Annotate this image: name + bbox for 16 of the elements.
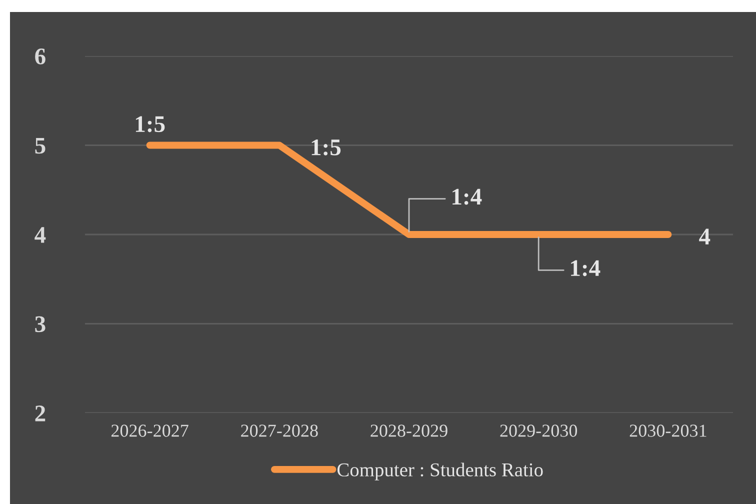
- legend-label: Computer : Students Ratio: [337, 462, 543, 480]
- y-tick-label: 2: [35, 406, 46, 422]
- x-tick-label: 2030-2031: [630, 424, 706, 437]
- x-tick-label: 2028-2029: [370, 424, 448, 437]
- x-tick-label: 2029-2030: [500, 424, 578, 437]
- y-tick-label: 3: [35, 316, 46, 332]
- y-tick-label: 5: [35, 138, 46, 154]
- y-tick-label: 4: [34, 227, 46, 243]
- y-tick-label: 6: [35, 48, 46, 64]
- data-label: 1:5: [312, 140, 341, 156]
- x-tick-label: 2026-2027: [111, 424, 188, 437]
- data-label: 1:4: [452, 188, 482, 205]
- data-label: 4: [699, 228, 710, 244]
- data-label: 1:4: [571, 260, 600, 276]
- x-tick-label: 2027-2028: [241, 424, 318, 437]
- data-label: 1:5: [136, 116, 165, 132]
